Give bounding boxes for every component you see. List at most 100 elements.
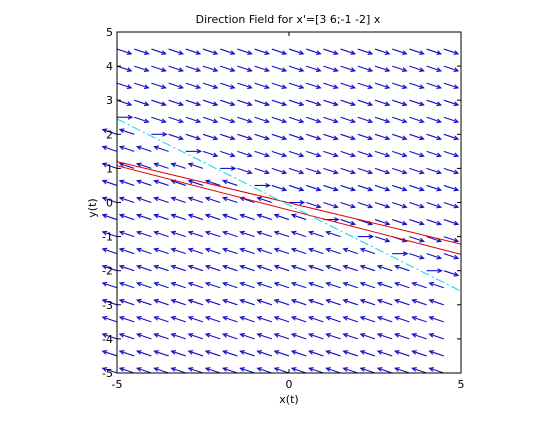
- field-arrow: [118, 230, 135, 238]
- field-arrow: [411, 350, 427, 357]
- field-arrow: [443, 150, 460, 158]
- field-arrow: [153, 230, 169, 238]
- field-arrow: [409, 184, 425, 192]
- y-tick-label: 2: [106, 128, 113, 141]
- field-arrow: [187, 213, 204, 221]
- field-arrow: [325, 264, 341, 272]
- field-arrow: [374, 116, 391, 124]
- field-arrow: [393, 281, 410, 289]
- field-arrow: [118, 333, 135, 340]
- field-arrow: [273, 230, 290, 238]
- field-arrow: [342, 298, 358, 306]
- field-arrow: [325, 315, 341, 323]
- field-arrow: [288, 133, 305, 141]
- trajectory-lines: [116, 118, 462, 292]
- field-arrow: [187, 315, 204, 323]
- field-arrow: [288, 167, 305, 175]
- field-arrow: [101, 315, 118, 323]
- field-arrow: [151, 116, 167, 124]
- field-arrow: [153, 213, 169, 221]
- field-arrow: [254, 133, 271, 141]
- field-arrow: [101, 350, 118, 357]
- field-arrow: [135, 281, 152, 289]
- field-arrow: [271, 184, 288, 192]
- field-arrow: [101, 145, 118, 152]
- field-arrow: [323, 99, 339, 107]
- field-arrow: [239, 298, 255, 306]
- field-arrow: [187, 333, 204, 340]
- field-arrow: [393, 315, 410, 323]
- field-arrow: [185, 116, 202, 124]
- field-arrow: [134, 116, 150, 124]
- field-arrow: [204, 367, 221, 374]
- field-arrow: [376, 367, 393, 374]
- field-arrow: [256, 298, 272, 306]
- field-arrow: [340, 116, 357, 124]
- field-arrow: [135, 315, 152, 323]
- field-arrow: [153, 196, 169, 204]
- field-arrow: [271, 116, 288, 124]
- field-arrow: [340, 133, 357, 141]
- field-arrow: [340, 167, 357, 175]
- field-arrow: [428, 333, 444, 340]
- field-arrow: [101, 264, 118, 272]
- field-arrow: [101, 179, 118, 186]
- field-arrow: [273, 333, 290, 340]
- field-arrow: [256, 213, 272, 221]
- field-arrow: [273, 315, 290, 323]
- field-arrow: [187, 264, 204, 272]
- field-arrow: [187, 230, 204, 238]
- field-arrow: [185, 133, 202, 141]
- field-arrow: [204, 196, 221, 204]
- field-arrow: [426, 167, 443, 175]
- field-arrow: [254, 182, 271, 188]
- field-arrow: [357, 150, 374, 158]
- field-arrow: [118, 315, 135, 323]
- field-arrow: [290, 247, 307, 255]
- field-arrow: [239, 333, 255, 340]
- field-arrow: [101, 247, 118, 255]
- field-arrow: [220, 116, 236, 124]
- field-arrow: [325, 230, 341, 238]
- field-arrow: [256, 350, 272, 357]
- field-arrow: [185, 99, 202, 107]
- field-arrow: [204, 350, 221, 357]
- field-arrow: [359, 264, 376, 272]
- field-arrow: [392, 116, 408, 124]
- field-arrow: [271, 150, 288, 158]
- field-arrow: [151, 131, 168, 137]
- field-arrow: [290, 281, 307, 289]
- field-arrow: [443, 116, 460, 124]
- field-arrow: [443, 201, 460, 209]
- field-arrow: [323, 133, 339, 141]
- field-arrow: [376, 264, 393, 272]
- field-arrow: [204, 213, 221, 221]
- field-arrow: [443, 236, 460, 243]
- field-arrow: [220, 133, 236, 141]
- field-arrow: [153, 281, 169, 289]
- field-arrow: [256, 264, 272, 272]
- field-arrow: [153, 333, 169, 340]
- field-arrow: [340, 219, 357, 226]
- field-arrow: [135, 179, 152, 186]
- field-arrow: [168, 65, 185, 72]
- field-arrow: [428, 350, 444, 357]
- y-tick-label: 0: [106, 197, 113, 210]
- field-arrow: [101, 281, 118, 289]
- field-arrow: [187, 179, 204, 186]
- field-arrow: [118, 213, 135, 221]
- field-arrow: [392, 48, 408, 55]
- field-arrow: [221, 247, 238, 255]
- field-arrow: [170, 333, 186, 340]
- field-arrow: [325, 333, 341, 340]
- field-arrow: [101, 213, 118, 221]
- field-arrow: [273, 213, 290, 221]
- field-arrow: [204, 298, 221, 306]
- y-tick-label: 4: [106, 60, 113, 73]
- field-arrow: [170, 196, 186, 204]
- field-arrow: [393, 367, 410, 374]
- field-arrow: [411, 281, 427, 289]
- field-arrow: [187, 162, 204, 169]
- field-arrow: [118, 196, 135, 204]
- field-arrow: [170, 162, 186, 169]
